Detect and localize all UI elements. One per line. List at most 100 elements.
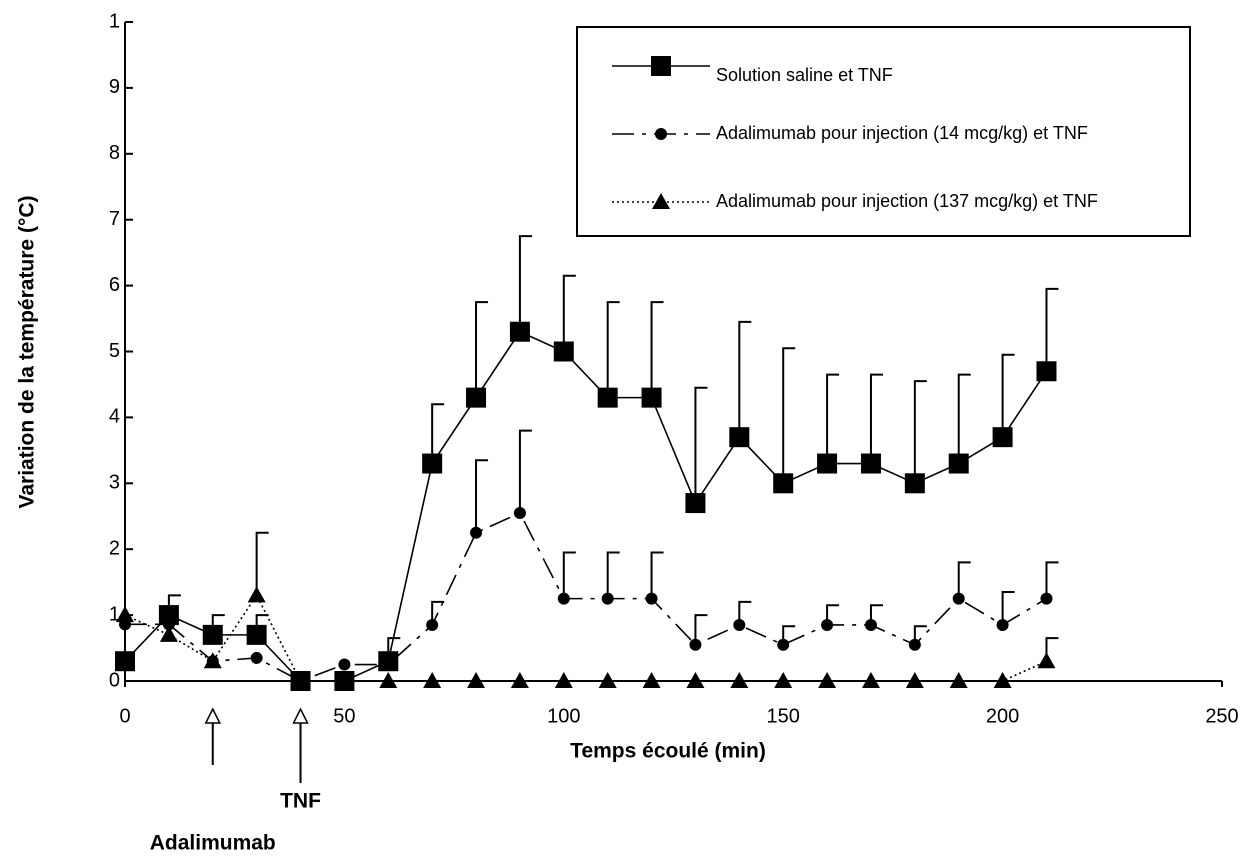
error-bar <box>518 235 532 332</box>
legend-marker <box>655 128 667 140</box>
marker <box>641 387 662 408</box>
error-bar <box>562 551 576 599</box>
marker <box>422 453 443 474</box>
marker <box>470 526 483 539</box>
marker <box>733 618 746 631</box>
error-bar <box>431 403 445 464</box>
marker <box>689 638 702 651</box>
marker <box>291 672 310 688</box>
marker <box>423 672 442 688</box>
marker <box>864 618 877 631</box>
y-tick-label: 5 <box>109 340 120 362</box>
error-bar <box>738 600 752 625</box>
marker <box>426 618 439 631</box>
y-tick-label: 2 <box>109 537 120 559</box>
error-bar <box>650 551 664 599</box>
legend-marker <box>652 193 670 209</box>
marker <box>379 672 398 688</box>
marker <box>382 658 395 671</box>
y-tick-label: 8 <box>109 142 120 164</box>
error-bar <box>826 373 840 464</box>
x-tick-label: 250 <box>1205 705 1238 727</box>
legend-box <box>576 26 1191 237</box>
marker <box>949 672 968 688</box>
annotation-arrowhead <box>292 707 309 724</box>
marker <box>338 658 351 671</box>
annotation-label: Adalimumab <box>150 832 276 855</box>
marker <box>729 427 750 448</box>
marker <box>817 453 838 474</box>
error-bar <box>913 380 927 484</box>
marker <box>993 672 1012 688</box>
y-tick-label: 0 <box>109 669 120 691</box>
error-bar <box>782 625 796 645</box>
y-tick-label: 3 <box>109 472 120 494</box>
marker <box>642 672 661 688</box>
y-axis-title: Variation de la température (°C) <box>16 196 39 509</box>
error-bar <box>431 600 445 625</box>
marker <box>554 672 573 688</box>
marker <box>861 672 880 688</box>
marker <box>952 592 965 605</box>
marker <box>1040 592 1053 605</box>
marker <box>203 652 222 669</box>
marker <box>115 651 135 672</box>
y-tick-label: 6 <box>109 274 120 296</box>
marker <box>774 672 793 688</box>
marker <box>247 586 266 603</box>
x-tick-label: 100 <box>547 705 580 727</box>
marker <box>908 638 921 651</box>
marker <box>467 672 486 688</box>
error-bar <box>826 604 840 625</box>
marker <box>730 672 749 688</box>
marker <box>553 341 574 362</box>
marker <box>773 473 794 494</box>
error-bar <box>738 320 752 438</box>
x-axis-title: Temps écoulé (min) <box>570 740 766 763</box>
x-tick-label: 150 <box>767 705 800 727</box>
error-bar <box>606 551 620 599</box>
marker <box>202 624 223 645</box>
error-bar <box>255 531 269 596</box>
marker <box>948 453 969 474</box>
marker <box>513 506 526 519</box>
marker <box>645 592 658 605</box>
marker <box>159 625 178 642</box>
marker <box>821 618 834 631</box>
marker <box>246 624 267 645</box>
error-bar <box>782 347 796 484</box>
legend-label: Solution saline et TNF <box>716 65 893 85</box>
marker <box>818 672 837 688</box>
marker <box>335 672 354 688</box>
x-tick-label: 0 <box>119 705 130 727</box>
error-bar <box>606 301 620 398</box>
legend-label: Adalimumab pour injection (14 mcg/kg) et… <box>716 123 1088 143</box>
marker <box>1037 652 1056 669</box>
marker <box>686 672 705 688</box>
x-tick-label: 200 <box>986 705 1019 727</box>
marker <box>510 672 529 688</box>
marker <box>466 387 487 408</box>
error-bar <box>869 373 883 464</box>
y-tick-label: 9 <box>109 76 120 98</box>
marker <box>597 387 618 408</box>
annotation-label: TNF <box>280 790 321 813</box>
marker <box>685 493 706 514</box>
legend-label: Adalimumab pour injection (137 mcg/kg) e… <box>716 191 1098 211</box>
y-tick-label: 7 <box>109 208 120 230</box>
error-bar <box>1045 561 1059 599</box>
series-line <box>125 511 1047 682</box>
error-bar <box>957 561 971 599</box>
y-tick-label: 4 <box>109 406 120 428</box>
marker <box>992 427 1013 448</box>
marker <box>116 606 134 623</box>
marker <box>860 453 881 474</box>
error-bar <box>562 274 576 352</box>
error-bar <box>475 459 489 533</box>
marker <box>777 638 790 651</box>
error-bar <box>694 386 708 504</box>
error-bar <box>869 604 883 625</box>
error-bar <box>1001 353 1015 438</box>
marker <box>509 321 530 342</box>
